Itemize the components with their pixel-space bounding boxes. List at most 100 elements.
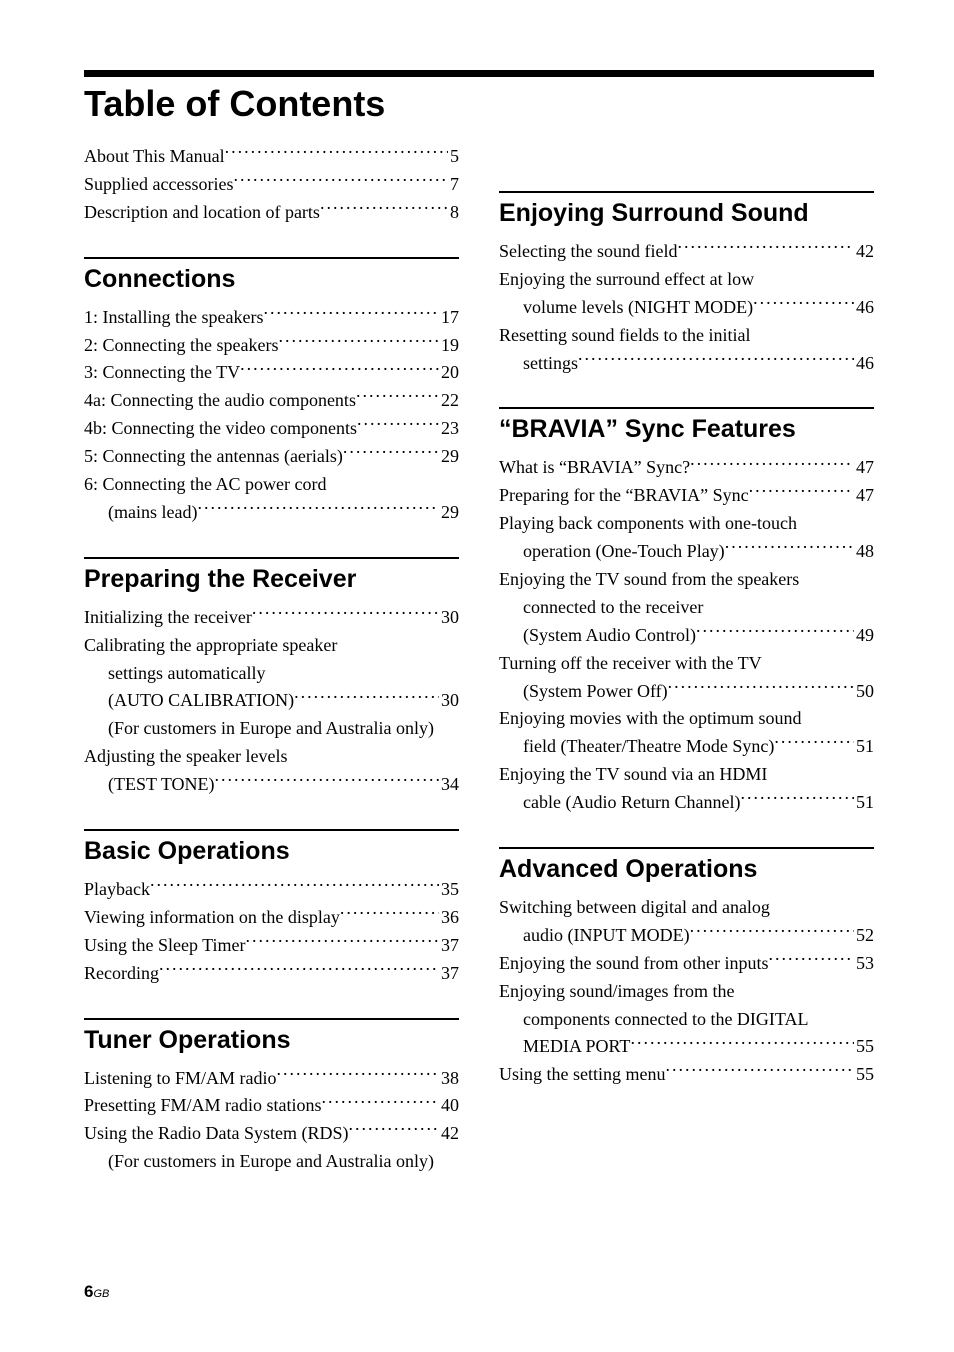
toc-line: Resetting sound fields to the initial	[499, 322, 874, 350]
toc-line: components connected to the DIGITAL	[499, 1006, 874, 1034]
toc-text: Enjoying the surround effect at low	[499, 266, 754, 294]
toc-page: 34	[439, 771, 459, 799]
toc-page: 30	[439, 687, 459, 715]
toc-page: 37	[439, 960, 459, 988]
toc-line: settings automatically	[84, 660, 459, 688]
toc-line: field (Theater/Theatre Mode Sync) 51	[499, 733, 874, 761]
toc-page: 51	[854, 733, 874, 761]
toc-page: 51	[854, 789, 874, 817]
toc-page: 55	[854, 1061, 874, 1089]
toc-line: Enjoying movies with the optimum sound	[499, 705, 874, 733]
toc-text: (TEST TONE)	[108, 771, 215, 799]
toc-leader	[749, 483, 854, 501]
toc-text: Turning off the receiver with the TV	[499, 650, 762, 678]
toc-text: Enjoying movies with the optimum sound	[499, 705, 802, 733]
toc-leader	[252, 605, 439, 623]
toc-line: Playback35	[84, 876, 459, 904]
toc-text: (System Audio Control)	[523, 622, 696, 650]
toc-leader	[356, 388, 439, 406]
toc-leader	[668, 679, 854, 697]
toc-text: 3: Connecting the TV	[84, 359, 240, 387]
toc-page: 46	[854, 350, 874, 378]
toc-page: 48	[854, 538, 874, 566]
toc-page: 50	[854, 678, 874, 706]
toc-leader	[322, 1093, 440, 1111]
toc-leader	[340, 905, 439, 923]
left-column: About This Manual5Supplied accessories7D…	[84, 143, 459, 1176]
toc-text: Initializing the receiver	[84, 604, 252, 632]
toc-text: Using the setting menu	[499, 1061, 665, 1089]
section-heading: Basic Operations	[84, 837, 459, 866]
toc-text: (mains lead)	[108, 499, 197, 527]
toc-page: 23	[439, 415, 459, 443]
toc-leader	[343, 444, 439, 462]
right-column: Enjoying Surround SoundSelecting the sou…	[499, 143, 874, 1176]
toc-text: Resetting sound fields to the initial	[499, 322, 750, 350]
toc-text: field (Theater/Theatre Mode Sync)	[523, 733, 774, 761]
toc-text: Presetting FM/AM radio stations	[84, 1092, 322, 1120]
footer-region: GB	[93, 1288, 109, 1300]
toc-page: 38	[439, 1065, 459, 1093]
toc-line: Supplied accessories7	[84, 171, 459, 199]
toc-leader	[263, 305, 439, 323]
toc-page: 37	[439, 932, 459, 960]
toc-text: 4a: Connecting the audio components	[84, 387, 356, 415]
section-heading: Connections	[84, 265, 459, 294]
section-heading: Tuner Operations	[84, 1026, 459, 1055]
toc-line: Enjoying the TV sound via an HDMI	[499, 761, 874, 789]
toc-page: 46	[854, 294, 874, 322]
toc-text: Switching between digital and analog	[499, 894, 770, 922]
toc-line: Switching between digital and analog	[499, 894, 874, 922]
toc-page: 40	[439, 1092, 459, 1120]
toc-page: 42	[854, 238, 874, 266]
toc-text: Enjoying the TV sound from the speakers	[499, 566, 799, 594]
toc-note: (For customers in Europe and Australia o…	[84, 1148, 459, 1176]
toc-text: 1: Installing the speakers	[84, 304, 263, 332]
toc-text: Listening to FM/AM radio	[84, 1065, 277, 1093]
toc-line: Enjoying the sound from other inputs53	[499, 950, 874, 978]
toc-leader	[348, 1121, 439, 1139]
toc-leader	[753, 295, 854, 313]
toc-line: Presetting FM/AM radio stations 40	[84, 1092, 459, 1120]
title-bar	[84, 70, 874, 77]
toc-line: 2: Connecting the speakers19	[84, 332, 459, 360]
section-divider	[499, 407, 874, 409]
toc-line: (TEST TONE) 34	[84, 771, 459, 799]
toc-line: MEDIA PORT55	[499, 1033, 874, 1061]
toc-line: volume levels (NIGHT MODE)46	[499, 294, 874, 322]
toc-text: Using the Radio Data System (RDS)	[84, 1120, 348, 1148]
toc-line: cable (Audio Return Channel)51	[499, 789, 874, 817]
toc-leader	[278, 333, 439, 351]
columns: About This Manual5Supplied accessories7D…	[84, 143, 874, 1176]
toc-text: Viewing information on the display	[84, 904, 340, 932]
toc-page: 47	[854, 454, 874, 482]
toc-page: 35	[439, 876, 459, 904]
toc-note: (For customers in Europe and Australia o…	[84, 715, 459, 743]
toc-leader	[725, 539, 854, 557]
toc-text: 2: Connecting the speakers	[84, 332, 278, 360]
toc-text: Playing back components with one-touch	[499, 510, 797, 538]
toc-page: 29	[439, 499, 459, 527]
section-heading: Preparing the Receiver	[84, 565, 459, 594]
toc-text: Description and location of parts	[84, 199, 320, 227]
toc-leader	[225, 144, 448, 162]
section-heading: “BRAVIA” Sync Features	[499, 415, 874, 444]
toc-text: Preparing for the “BRAVIA” Sync	[499, 482, 749, 510]
toc-line: 4b: Connecting the video components23	[84, 415, 459, 443]
toc-page: 49	[854, 622, 874, 650]
section-divider	[499, 847, 874, 849]
toc-page: 36	[439, 904, 459, 932]
toc-leader	[696, 623, 854, 641]
toc-line: Using the Radio Data System (RDS)42	[84, 1120, 459, 1148]
toc-line: Using the Sleep Timer37	[84, 932, 459, 960]
toc-leader	[774, 734, 854, 752]
toc-line: 4a: Connecting the audio components22	[84, 387, 459, 415]
toc-leader	[294, 688, 439, 706]
toc-leader	[159, 961, 439, 979]
toc-line: 6: Connecting the AC power cord	[84, 471, 459, 499]
toc-line: 1: Installing the speakers17	[84, 304, 459, 332]
toc-line: Description and location of parts8	[84, 199, 459, 227]
toc-text: MEDIA PORT	[523, 1033, 630, 1061]
toc-leader	[215, 772, 440, 790]
toc-line: (System Audio Control) 49	[499, 622, 874, 650]
